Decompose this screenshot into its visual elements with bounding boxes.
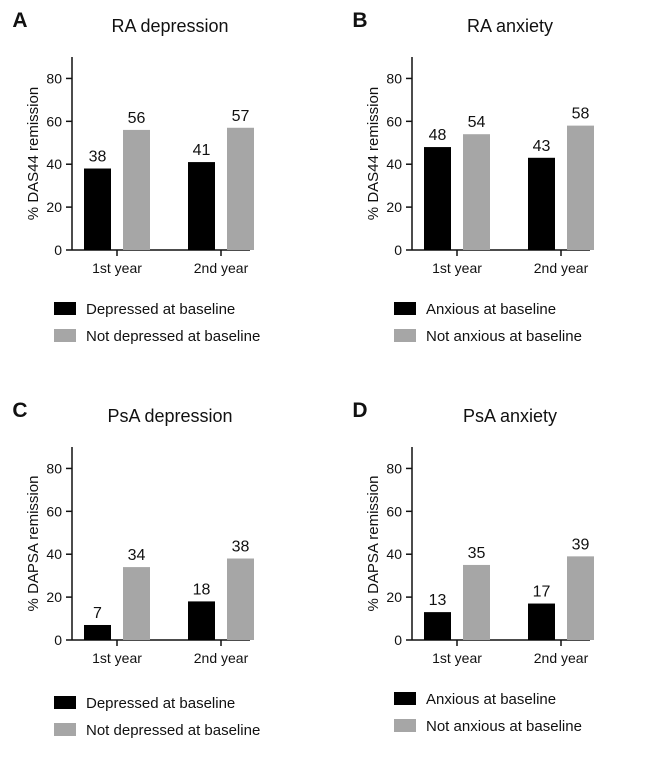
legend-swatch-b-0 xyxy=(394,302,416,315)
chart-title-c: PsA depression xyxy=(107,406,232,426)
y-tick-label-b-1: 20 xyxy=(386,199,402,215)
y-tick-label-c-2: 40 xyxy=(46,546,62,562)
legend-swatch-a-1 xyxy=(54,329,76,342)
panel-d: D PsA anxiety 0 20 40 60 80% DAPSA remission 13… xyxy=(340,390,669,770)
bar-a-s1-c0 xyxy=(123,129,150,250)
y-tick-label-c-3: 60 xyxy=(46,503,62,519)
y-tick-label-b-4: 80 xyxy=(386,70,402,86)
category-label-c-1: 2nd year xyxy=(194,650,249,666)
panel-letter-b: B xyxy=(352,9,367,32)
y-tick-label-d-2: 40 xyxy=(386,546,402,562)
legend-label-c-1: Not depressed at baseline xyxy=(86,722,260,739)
y-axis-label-d: % DAPSA remission xyxy=(365,476,382,612)
data-label-c-s0-c0: 7 xyxy=(93,605,102,622)
category-label-c-0: 1st year xyxy=(92,650,142,666)
chart-d: D PsA anxiety 0 20 40 60 80% DAPSA remission 13… xyxy=(352,399,594,735)
data-label-b-s1-c0: 54 xyxy=(468,114,486,131)
bar-c-s1-c0 xyxy=(123,567,150,640)
legend-label-a-1: Not depressed at baseline xyxy=(86,328,260,345)
legend-swatch-a-0 xyxy=(54,302,76,315)
bar-b-s0-c0 xyxy=(424,147,451,250)
category-label-a-0: 1st year xyxy=(92,260,142,276)
category-label-d-0: 1st year xyxy=(432,650,482,666)
bar-d-s0-c0 xyxy=(424,612,451,640)
y-tick-label-a-1: 20 xyxy=(46,199,62,215)
y-tick-label-c-0: 0 xyxy=(54,632,62,648)
y-axis-label-c: % DAPSA remission xyxy=(25,476,42,612)
panel-b: B RA anxiety 0 20 40 60 80% DAS44 remission 48 5… xyxy=(340,0,669,380)
y-tick-label-b-3: 60 xyxy=(386,113,402,129)
data-label-b-s0-c0: 48 xyxy=(429,127,447,144)
data-label-a-s1-c1: 57 xyxy=(232,108,250,125)
data-label-a-s0-c1: 41 xyxy=(193,142,211,159)
panel-a: A RA depression 0 20 40 60 80% DAS44 remission… xyxy=(0,0,330,380)
data-label-c-s0-c1: 18 xyxy=(193,581,211,598)
legend-swatch-c-0 xyxy=(54,696,76,709)
y-tick-label-b-0: 0 xyxy=(394,242,402,258)
data-label-b-s0-c1: 43 xyxy=(533,138,551,155)
y-tick-label-d-1: 20 xyxy=(386,589,402,605)
chart-title-b: RA anxiety xyxy=(467,16,553,36)
legend-swatch-b-1 xyxy=(394,329,416,342)
y-tick-label-d-4: 80 xyxy=(386,460,402,476)
y-tick-label-d-0: 0 xyxy=(394,632,402,648)
panel-letter-d: D xyxy=(352,399,367,422)
bar-b-s1-c0 xyxy=(463,134,490,250)
bar-a-s0-c1 xyxy=(188,162,215,250)
bar-c-s1-c1 xyxy=(227,558,254,640)
chart-b: B RA anxiety 0 20 40 60 80% DAS44 remission 48 5… xyxy=(352,9,594,345)
chart-title-a: RA depression xyxy=(111,16,228,36)
y-tick-label-a-4: 80 xyxy=(46,70,62,86)
chart-c: C PsA depression 0 20 40 60 80% DAPSA remissio… xyxy=(12,399,260,739)
chart-a: A RA depression 0 20 40 60 80% DAS44 remission… xyxy=(12,9,260,345)
legend-label-d-1: Not anxious at baseline xyxy=(426,718,582,735)
bar-c-s0-c1 xyxy=(188,601,215,640)
legend-label-b-1: Not anxious at baseline xyxy=(426,328,582,345)
y-axis-label-b: % DAS44 remission xyxy=(365,87,382,220)
category-label-a-1: 2nd year xyxy=(194,260,249,276)
category-label-b-1: 2nd year xyxy=(534,260,589,276)
y-tick-label-a-3: 60 xyxy=(46,113,62,129)
data-label-d-s0-c1: 17 xyxy=(533,584,551,601)
legend-swatch-d-1 xyxy=(394,719,416,732)
data-label-d-s1-c1: 39 xyxy=(572,536,590,553)
category-label-d-1: 2nd year xyxy=(534,650,589,666)
data-label-a-s1-c0: 56 xyxy=(128,110,146,127)
legend-label-c-0: Depressed at baseline xyxy=(86,695,235,712)
bar-c-s0-c0 xyxy=(84,624,111,640)
y-axis-label-a: % DAS44 remission xyxy=(25,87,42,220)
data-label-c-s1-c1: 38 xyxy=(232,539,250,556)
bar-d-s0-c1 xyxy=(528,603,555,640)
bar-a-s1-c1 xyxy=(227,127,254,250)
panel-c: C PsA depression 0 20 40 60 80% DAPSA remissio… xyxy=(0,390,330,770)
category-label-b-0: 1st year xyxy=(432,260,482,276)
panel-letter-a: A xyxy=(12,9,27,32)
data-label-b-s1-c1: 58 xyxy=(572,106,590,123)
legend-swatch-d-0 xyxy=(394,692,416,705)
bar-b-s0-c1 xyxy=(528,157,555,250)
legend-label-a-0: Depressed at baseline xyxy=(86,301,235,318)
chart-title-d: PsA anxiety xyxy=(463,406,557,426)
data-label-d-s0-c0: 13 xyxy=(429,592,447,609)
legend-label-d-0: Anxious at baseline xyxy=(426,691,556,708)
bar-b-s1-c1 xyxy=(567,125,594,250)
data-label-a-s0-c0: 38 xyxy=(89,149,107,166)
legend-swatch-c-1 xyxy=(54,723,76,736)
y-tick-label-c-4: 80 xyxy=(46,460,62,476)
y-tick-label-a-2: 40 xyxy=(46,156,62,172)
bar-d-s1-c0 xyxy=(463,564,490,640)
y-tick-label-b-2: 40 xyxy=(386,156,402,172)
y-tick-label-c-1: 20 xyxy=(46,589,62,605)
bar-d-s1-c1 xyxy=(567,556,594,640)
y-tick-label-d-3: 60 xyxy=(386,503,402,519)
panel-letter-c: C xyxy=(12,399,27,422)
bar-a-s0-c0 xyxy=(84,168,111,250)
data-label-d-s1-c0: 35 xyxy=(468,545,486,562)
y-tick-label-a-0: 0 xyxy=(54,242,62,258)
legend-label-b-0: Anxious at baseline xyxy=(426,301,556,318)
data-label-c-s1-c0: 34 xyxy=(128,547,146,564)
